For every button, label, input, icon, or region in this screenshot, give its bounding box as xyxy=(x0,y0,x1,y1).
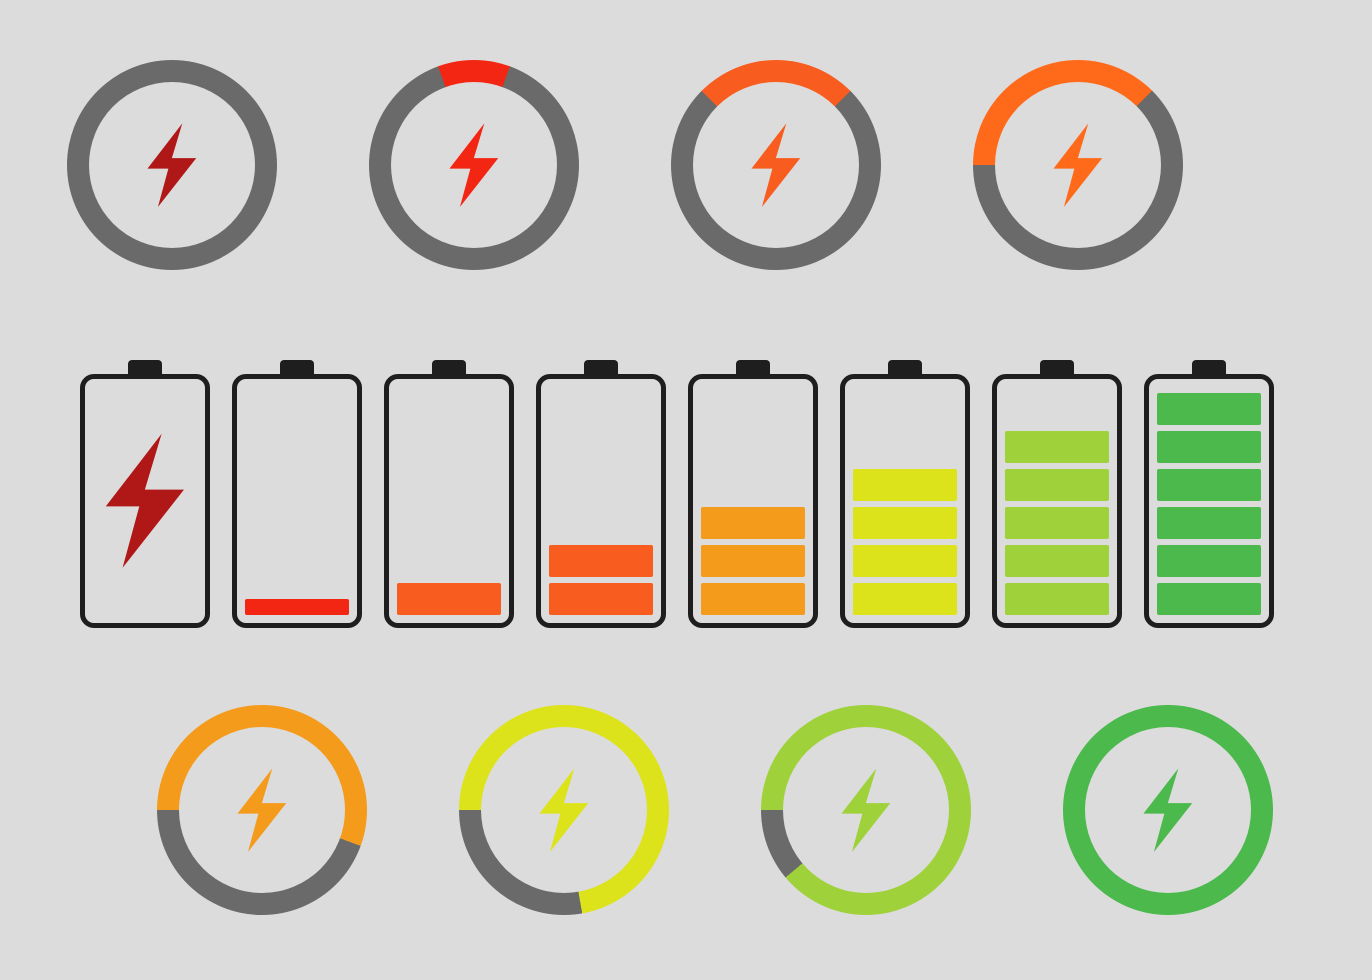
battery-level-bar xyxy=(853,469,957,501)
ring-face xyxy=(481,727,647,893)
battery-empty-indicator xyxy=(85,379,205,623)
battery-level-bar xyxy=(549,583,653,615)
ring-face xyxy=(89,82,255,248)
battery-level-bar xyxy=(853,583,957,615)
lightning-bolt-icon xyxy=(1043,122,1113,208)
battery-level-bar xyxy=(1157,393,1261,425)
bat-3 xyxy=(536,360,666,628)
lightning-bolt-icon xyxy=(529,767,599,853)
bat-4 xyxy=(688,360,818,628)
battery-level-bar xyxy=(853,507,957,539)
battery-icon-set xyxy=(0,0,1372,980)
battery-level-bar xyxy=(701,583,805,615)
lightning-bolt-icon xyxy=(137,122,207,208)
bat-5 xyxy=(840,360,970,628)
battery-level-bar xyxy=(1157,431,1261,463)
bat-0 xyxy=(80,360,210,628)
ring-70 xyxy=(459,705,669,915)
ring-90 xyxy=(761,705,971,915)
battery-body xyxy=(688,374,818,628)
battery-level-bar xyxy=(1157,507,1261,539)
battery-level-bar xyxy=(853,545,957,577)
lightning-bolt-icon xyxy=(227,767,297,853)
battery-body xyxy=(384,374,514,628)
battery-level-bar xyxy=(1157,469,1261,501)
ring-face xyxy=(391,82,557,248)
battery-terminal xyxy=(584,360,618,374)
battery-terminal xyxy=(1040,360,1074,374)
ring-face xyxy=(693,82,859,248)
battery-level-bar xyxy=(245,599,349,615)
battery-body xyxy=(232,374,362,628)
battery-body xyxy=(80,374,210,628)
battery-terminal xyxy=(432,360,466,374)
bat-2 xyxy=(384,360,514,628)
battery-level-bar xyxy=(701,507,805,539)
bat-6 xyxy=(992,360,1122,628)
ring-15 xyxy=(671,60,881,270)
battery-level-bar xyxy=(1005,545,1109,577)
bat-7 xyxy=(1144,360,1274,628)
lightning-bolt-icon xyxy=(1133,767,1203,853)
battery-terminal xyxy=(1192,360,1226,374)
bat-1 xyxy=(232,360,362,628)
battery-level-bar xyxy=(1005,507,1109,539)
ring-0 xyxy=(67,60,277,270)
battery-terminal xyxy=(736,360,770,374)
battery-level-bar xyxy=(1005,469,1109,501)
lightning-bolt-icon xyxy=(89,431,201,571)
ring-100 xyxy=(1063,705,1273,915)
battery-level-bar xyxy=(1005,583,1109,615)
ring-25 xyxy=(973,60,1183,270)
battery-terminal xyxy=(128,360,162,374)
ring-5 xyxy=(369,60,579,270)
battery-terminal xyxy=(280,360,314,374)
battery-level-bar xyxy=(1157,583,1261,615)
lightning-bolt-icon xyxy=(439,122,509,208)
lightning-bolt-icon xyxy=(741,122,811,208)
battery-level-bar xyxy=(701,545,805,577)
battery-body xyxy=(1144,374,1274,628)
ring-50 xyxy=(157,705,367,915)
battery-level-bar xyxy=(549,545,653,577)
battery-body xyxy=(992,374,1122,628)
battery-body xyxy=(536,374,666,628)
battery-body xyxy=(840,374,970,628)
ring-face xyxy=(995,82,1161,248)
ring-face xyxy=(179,727,345,893)
lightning-bolt-icon xyxy=(831,767,901,853)
battery-level-bar xyxy=(397,583,501,615)
battery-level-bar xyxy=(1005,431,1109,463)
battery-terminal xyxy=(888,360,922,374)
ring-face xyxy=(783,727,949,893)
battery-level-bar xyxy=(1157,545,1261,577)
ring-face xyxy=(1085,727,1251,893)
